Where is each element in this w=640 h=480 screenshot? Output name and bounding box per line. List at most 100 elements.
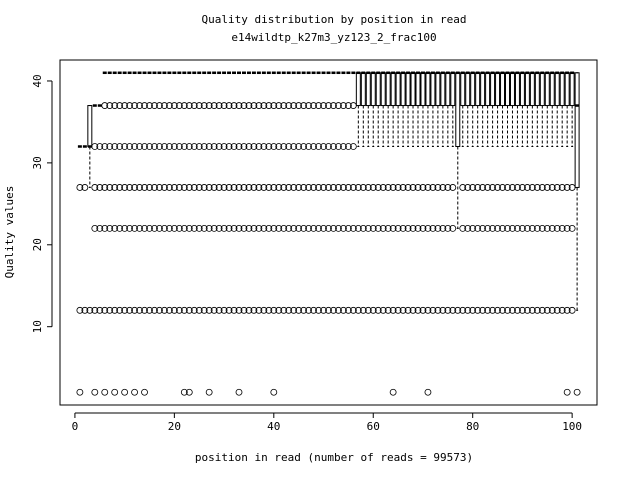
outlier [310, 102, 317, 109]
outlier [76, 388, 84, 396]
outlier [548, 184, 556, 191]
outlier [141, 225, 148, 232]
outlier [131, 306, 138, 314]
outlier [175, 306, 183, 314]
outlier [190, 102, 198, 109]
outlier [399, 225, 407, 232]
outlier [325, 143, 332, 150]
y-tick-label: 20 [31, 238, 44, 251]
outlier [479, 225, 487, 232]
outlier [568, 306, 576, 314]
outlier [220, 143, 228, 150]
outlier [414, 184, 422, 191]
box [420, 72, 426, 107]
outlier [434, 306, 442, 314]
outlier [499, 306, 506, 314]
outlier [464, 306, 472, 314]
outlier [200, 184, 208, 191]
outlier [280, 184, 288, 191]
outlier [136, 306, 143, 314]
outlier [548, 306, 556, 314]
outlier [91, 388, 99, 396]
outlier [404, 225, 412, 232]
outlier [245, 102, 253, 109]
outlier [180, 306, 188, 314]
outlier [295, 225, 303, 232]
outlier [111, 306, 119, 314]
box [375, 72, 381, 107]
box [569, 72, 575, 107]
outlier [325, 306, 332, 314]
box [485, 72, 491, 107]
outlier [270, 184, 278, 191]
outlier [76, 184, 84, 191]
outlier [255, 306, 263, 314]
outlier [364, 306, 372, 314]
outlier [275, 225, 283, 232]
outlier [280, 102, 288, 109]
box [524, 72, 530, 107]
outlier [389, 184, 397, 191]
box [385, 72, 391, 107]
outlier [131, 388, 138, 396]
outlier [91, 306, 99, 314]
outlier [230, 225, 238, 232]
outlier [330, 306, 337, 314]
outlier [175, 225, 183, 232]
outlier [240, 102, 248, 109]
outlier [96, 306, 104, 314]
outlier [424, 306, 432, 314]
outlier [295, 143, 303, 150]
outlier [335, 143, 342, 150]
outlier [469, 225, 477, 232]
outlier [260, 225, 268, 232]
outlier [121, 143, 129, 150]
outlier [374, 184, 382, 191]
outlier [136, 143, 143, 150]
x-tick-label: 0 [72, 420, 79, 433]
outlier [389, 225, 397, 232]
outlier [260, 184, 268, 191]
outlier [161, 102, 168, 109]
outlier [126, 225, 134, 232]
outlier [270, 306, 278, 314]
outlier [295, 102, 303, 109]
box [455, 72, 461, 147]
outlier [185, 143, 193, 150]
outlier [121, 102, 129, 109]
outlier [141, 184, 148, 191]
outlier [101, 184, 109, 191]
outlier [533, 306, 541, 314]
outlier [245, 184, 253, 191]
outlier [170, 306, 178, 314]
box [490, 72, 496, 107]
outlier [116, 143, 124, 150]
outlier [449, 306, 457, 314]
outlier [469, 184, 477, 191]
box [430, 72, 436, 107]
outlier [454, 306, 462, 314]
outlier [494, 184, 501, 191]
outlier [305, 102, 313, 109]
outlier [240, 143, 248, 150]
outlier [175, 184, 183, 191]
outlier [235, 184, 243, 191]
outlier [180, 388, 188, 396]
outlier [225, 102, 233, 109]
outlier [439, 184, 447, 191]
outlier [414, 306, 422, 314]
outlier [141, 306, 148, 314]
outlier [394, 184, 402, 191]
box [505, 72, 510, 107]
outlier [230, 306, 238, 314]
outlier [210, 143, 218, 150]
outlier [240, 225, 248, 232]
outlier [285, 184, 293, 191]
outlier [146, 184, 153, 191]
outlier [409, 225, 417, 232]
outlier [195, 102, 203, 109]
outlier [558, 225, 566, 232]
outlier [245, 143, 253, 150]
outlier [305, 143, 313, 150]
outlier [111, 388, 119, 396]
